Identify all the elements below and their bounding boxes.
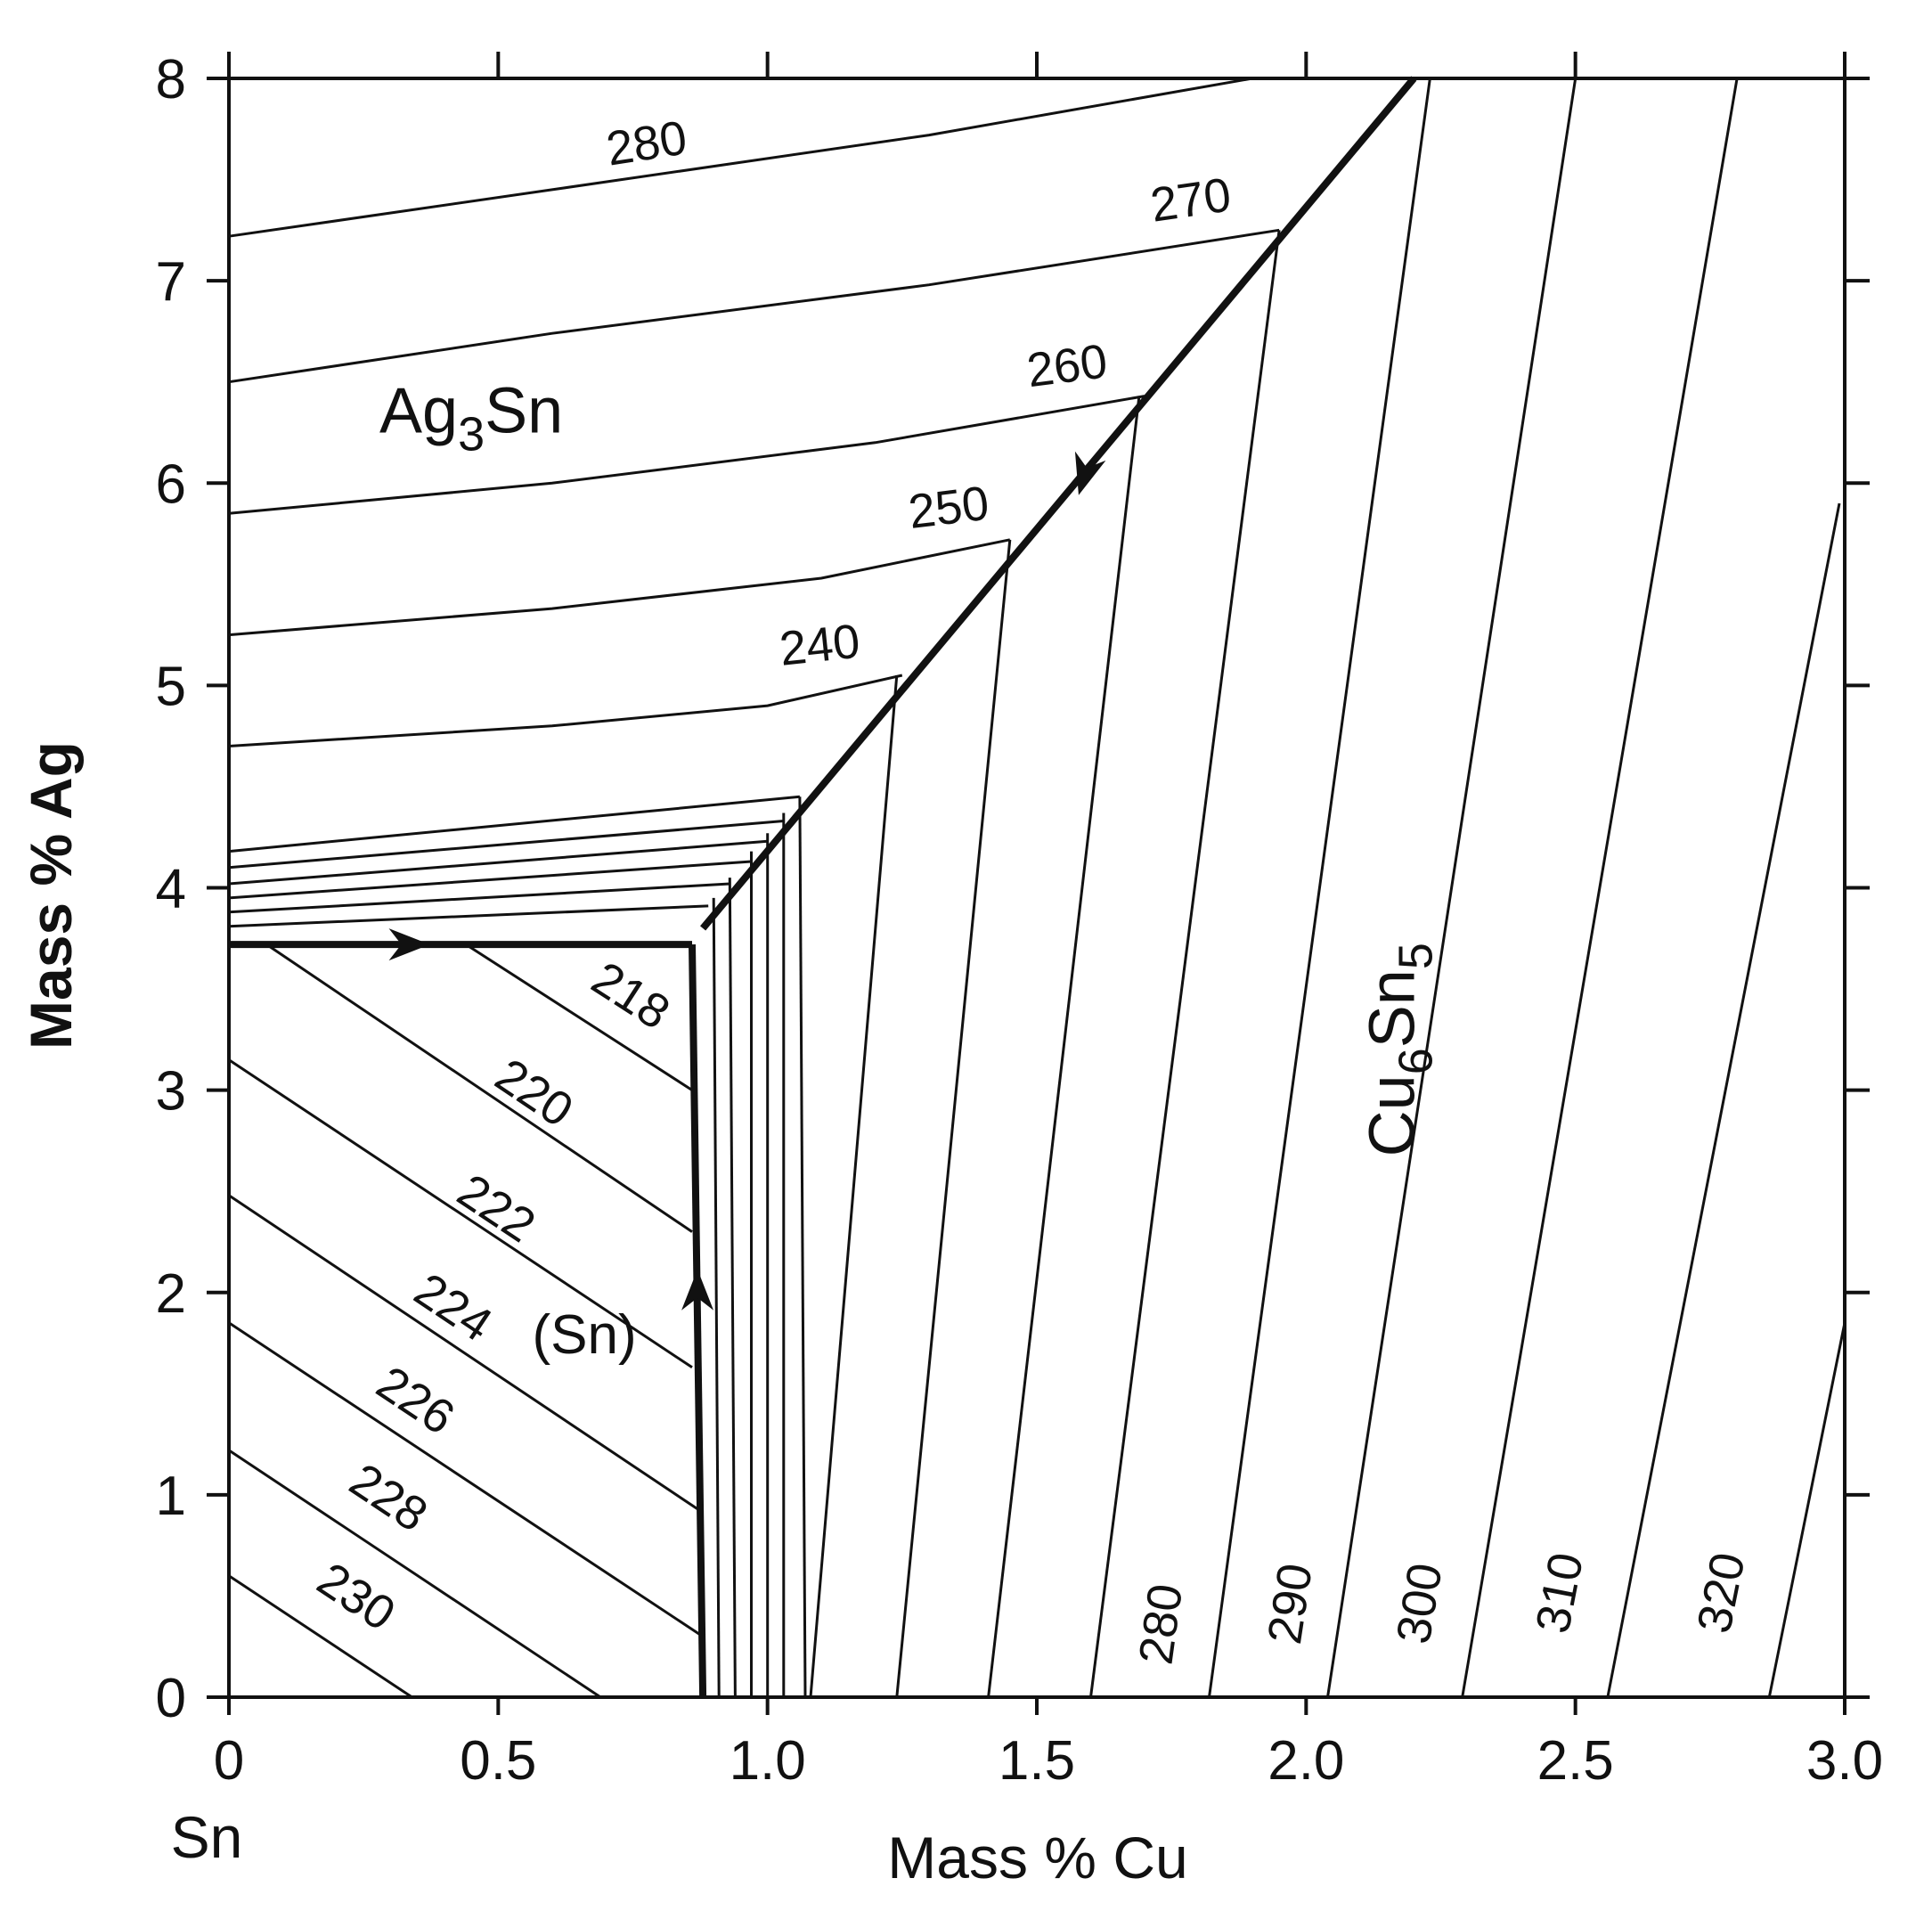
phase-boundary-layer xyxy=(229,76,1417,1698)
isotherm-line-sn xyxy=(228,1574,413,1699)
isotherm-line-ag3sn xyxy=(228,904,709,928)
isotherm-line-cu6sn5 xyxy=(1606,502,1841,1698)
isotherm-label-sn: 218 xyxy=(583,951,679,1040)
isotherm-label-cu6sn5: 320 xyxy=(1687,1548,1756,1637)
isotherm-line-cu6sn5 xyxy=(1208,78,1431,1698)
isotherm-label-ag3sn: 280 xyxy=(603,111,690,176)
isotherm-line-ag3sn xyxy=(228,77,1253,238)
isotherm-line-sn xyxy=(228,1058,693,1369)
phase-boundary-line xyxy=(689,944,707,1698)
phase-field-label: Cu6Sn5 xyxy=(1357,943,1442,1156)
y-tick-label: 6 xyxy=(156,453,186,515)
plot-frame: 0 0.5 1.0 1.5 2.0 2.5 3.0 0 1 2 3 4 5 6 7 8 xyxy=(156,49,1884,1792)
x-axis-title: Mass % Cu xyxy=(887,1825,1187,1891)
isotherm-label-sn: 228 xyxy=(340,1453,436,1542)
isotherm-label-sn: 222 xyxy=(448,1164,544,1253)
isotherm-line-ag3sn xyxy=(228,860,752,900)
isotherm-line-cu6sn5 xyxy=(712,897,721,1698)
isotherm-line-ag3sn xyxy=(228,674,903,747)
isotherm-line-sn xyxy=(228,1194,698,1511)
isotherm-layer xyxy=(228,77,1846,1699)
isotherm-label-sn: 230 xyxy=(308,1552,404,1641)
y-tick-label: 2 xyxy=(156,1263,186,1325)
isotherm-line-cu6sn5 xyxy=(987,396,1141,1698)
isotherm-label-ag3sn: 270 xyxy=(1147,168,1235,233)
y-tick-label: 5 xyxy=(156,656,186,717)
isotherm-line-sn xyxy=(465,943,693,1091)
x-tick-label: 3.0 xyxy=(1806,1730,1883,1792)
isotherm-line-sn xyxy=(228,1321,704,1638)
isotherm-label-cu6sn5: 280 xyxy=(1129,1580,1194,1667)
isotherm-line-sn xyxy=(228,1449,602,1699)
x-tick-label: 1.5 xyxy=(999,1730,1075,1792)
isotherm-label-cu6sn5: 290 xyxy=(1258,1560,1323,1647)
isotherm-label-sn: 226 xyxy=(367,1356,463,1445)
y-axis-title: Mass % Ag xyxy=(18,741,84,1049)
x-tick-label: 1.0 xyxy=(730,1730,806,1792)
boundary-arrow xyxy=(388,928,430,961)
isotherm-line-ag3sn xyxy=(228,395,1145,515)
boundary-arrow xyxy=(1074,451,1106,495)
isotherm-line-cu6sn5 xyxy=(1767,1322,1846,1698)
x-tick-label: 2.0 xyxy=(1268,1730,1344,1792)
y-tick-label: 8 xyxy=(156,49,186,110)
isotherm-line-cu6sn5 xyxy=(895,539,1012,1698)
x-tick-label: 0.5 xyxy=(460,1730,536,1792)
isotherm-line-ag3sn xyxy=(228,228,1280,384)
phase-field-label: Ag3Sn xyxy=(379,375,563,461)
y-tick-label: 0 xyxy=(156,1668,186,1729)
isotherm-line-cu6sn5 xyxy=(809,674,899,1698)
isotherm-line-ag3sn xyxy=(228,882,730,914)
x-tick-label: 2.5 xyxy=(1537,1730,1614,1792)
isotherm-label-ag3sn: 240 xyxy=(777,615,862,676)
x-tick-label: 0 xyxy=(214,1730,244,1792)
isotherm-label-ag3sn: 250 xyxy=(906,477,992,539)
isotherm-line-ag3sn xyxy=(228,839,768,886)
y-tick-label: 7 xyxy=(156,251,186,313)
isotherm-label-cu6sn5: 310 xyxy=(1526,1548,1594,1637)
isotherm-label-sn: 224 xyxy=(405,1263,501,1352)
corner-label-sn: Sn xyxy=(171,1804,243,1870)
isotherm-line-cu6sn5 xyxy=(1089,230,1281,1698)
isotherm-line-cu6sn5 xyxy=(1461,78,1739,1698)
isotherm-label-cu6sn5: 300 xyxy=(1387,1559,1453,1647)
isotherm-label-ag3sn: 260 xyxy=(1023,334,1110,397)
isotherm-line-cu6sn5 xyxy=(728,878,737,1698)
isotherm-line-ag3sn xyxy=(228,538,1011,637)
phase-field-label: (Sn) xyxy=(533,1304,637,1366)
isotherm-line-ag3sn xyxy=(228,820,784,870)
y-tick-label: 3 xyxy=(156,1061,186,1123)
isotherm-line-sn xyxy=(265,943,693,1233)
y-tick-label: 4 xyxy=(156,859,186,920)
boundary-arrow xyxy=(681,1269,714,1311)
isotherm-line-cu6sn5 xyxy=(1326,78,1577,1698)
isotherm-label-sn: 220 xyxy=(486,1049,583,1138)
phase-boundary-line xyxy=(700,76,1417,931)
isotherm-line-ag3sn xyxy=(228,795,801,853)
y-tick-label: 1 xyxy=(156,1466,186,1527)
isotherm-line-cu6sn5 xyxy=(798,796,807,1698)
